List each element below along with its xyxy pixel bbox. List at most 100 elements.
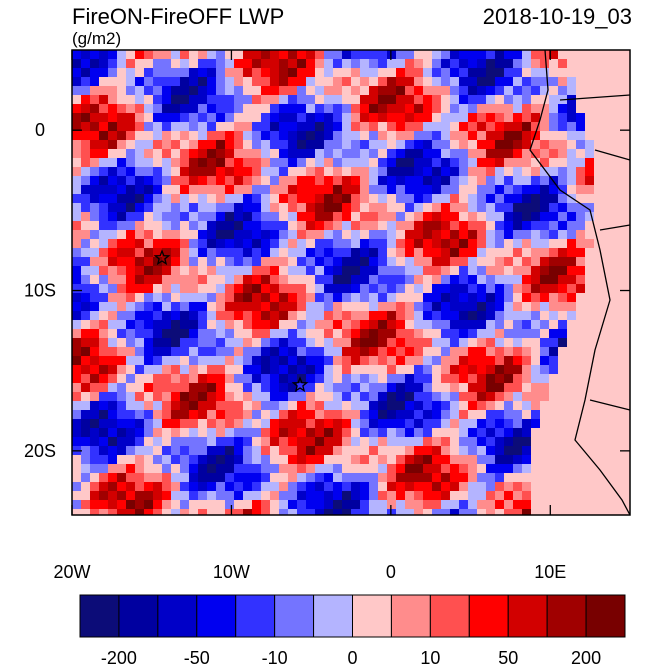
field-cell <box>153 68 162 77</box>
field-cell <box>612 221 621 230</box>
field-cell <box>279 356 288 365</box>
field-cell <box>585 383 594 392</box>
field-cell <box>603 95 612 104</box>
field-cell <box>153 59 162 68</box>
field-cell <box>180 293 189 302</box>
field-cell <box>495 320 504 329</box>
field-cell <box>162 482 171 491</box>
field-cell <box>81 320 90 329</box>
field-cell <box>513 374 522 383</box>
field-cell <box>585 176 594 185</box>
field-cell <box>441 464 450 473</box>
field-cell <box>567 50 576 59</box>
field-cell <box>450 176 459 185</box>
field-cell <box>423 275 432 284</box>
field-cell <box>225 401 234 410</box>
field-cell <box>549 329 558 338</box>
field-cell <box>171 104 180 113</box>
field-cell <box>594 482 603 491</box>
field-cell <box>513 212 522 221</box>
field-cell <box>153 194 162 203</box>
field-cell <box>360 266 369 275</box>
field-cell <box>342 113 351 122</box>
field-cell <box>333 374 342 383</box>
field-cell <box>585 320 594 329</box>
field-cell <box>558 86 567 95</box>
field-cell <box>324 203 333 212</box>
field-cell <box>558 338 567 347</box>
field-cell <box>207 365 216 374</box>
field-cell <box>441 221 450 230</box>
field-cell <box>198 419 207 428</box>
field-cell <box>99 347 108 356</box>
field-cell <box>612 446 621 455</box>
field-cell <box>450 221 459 230</box>
field-cell <box>486 248 495 257</box>
field-cell <box>495 410 504 419</box>
field-cell <box>486 104 495 113</box>
field-cell <box>477 122 486 131</box>
field-cell <box>369 401 378 410</box>
field-cell <box>270 122 279 131</box>
field-cell <box>117 257 126 266</box>
field-cell <box>180 482 189 491</box>
field-cell <box>540 95 549 104</box>
field-cell <box>477 239 486 248</box>
field-cell <box>108 509 117 515</box>
field-cell <box>171 284 180 293</box>
field-cell <box>351 383 360 392</box>
field-cell <box>162 401 171 410</box>
field-cell <box>81 410 90 419</box>
field-cell <box>621 266 630 275</box>
field-cell <box>405 59 414 68</box>
field-cell <box>612 167 621 176</box>
field-cell <box>189 113 198 122</box>
field-cell <box>126 365 135 374</box>
field-cell <box>135 68 144 77</box>
field-cell <box>117 122 126 131</box>
field-cell <box>297 176 306 185</box>
field-cell <box>288 500 297 509</box>
field-cell <box>585 338 594 347</box>
field-cell <box>513 410 522 419</box>
field-cell <box>522 140 531 149</box>
field-cell <box>72 248 81 257</box>
field-cell <box>459 482 468 491</box>
field-cell <box>279 194 288 203</box>
field-cell <box>225 302 234 311</box>
field-cell <box>135 410 144 419</box>
field-cell <box>495 284 504 293</box>
field-cell <box>567 374 576 383</box>
field-cell <box>171 203 180 212</box>
field-cell <box>495 203 504 212</box>
field-cell <box>522 68 531 77</box>
field-cell <box>387 293 396 302</box>
field-cell <box>432 113 441 122</box>
field-cell <box>81 239 90 248</box>
field-cell <box>621 500 630 509</box>
field-cell <box>297 59 306 68</box>
field-cell <box>432 68 441 77</box>
field-cell <box>414 446 423 455</box>
field-cell <box>198 176 207 185</box>
field-cell <box>180 230 189 239</box>
field-cell <box>387 113 396 122</box>
field-cell <box>144 365 153 374</box>
field-cell <box>252 473 261 482</box>
field-cell <box>504 383 513 392</box>
field-cell <box>531 410 540 419</box>
field-cell <box>549 338 558 347</box>
field-cell <box>423 419 432 428</box>
field-cell <box>540 266 549 275</box>
field-cell <box>180 356 189 365</box>
field-cell <box>414 302 423 311</box>
field-cell <box>189 293 198 302</box>
field-cell <box>189 95 198 104</box>
field-cell <box>342 419 351 428</box>
field-cell <box>549 50 558 59</box>
field-cell <box>135 59 144 68</box>
field-cell <box>90 284 99 293</box>
field-cell <box>567 140 576 149</box>
field-cell <box>324 491 333 500</box>
field-cell <box>477 410 486 419</box>
